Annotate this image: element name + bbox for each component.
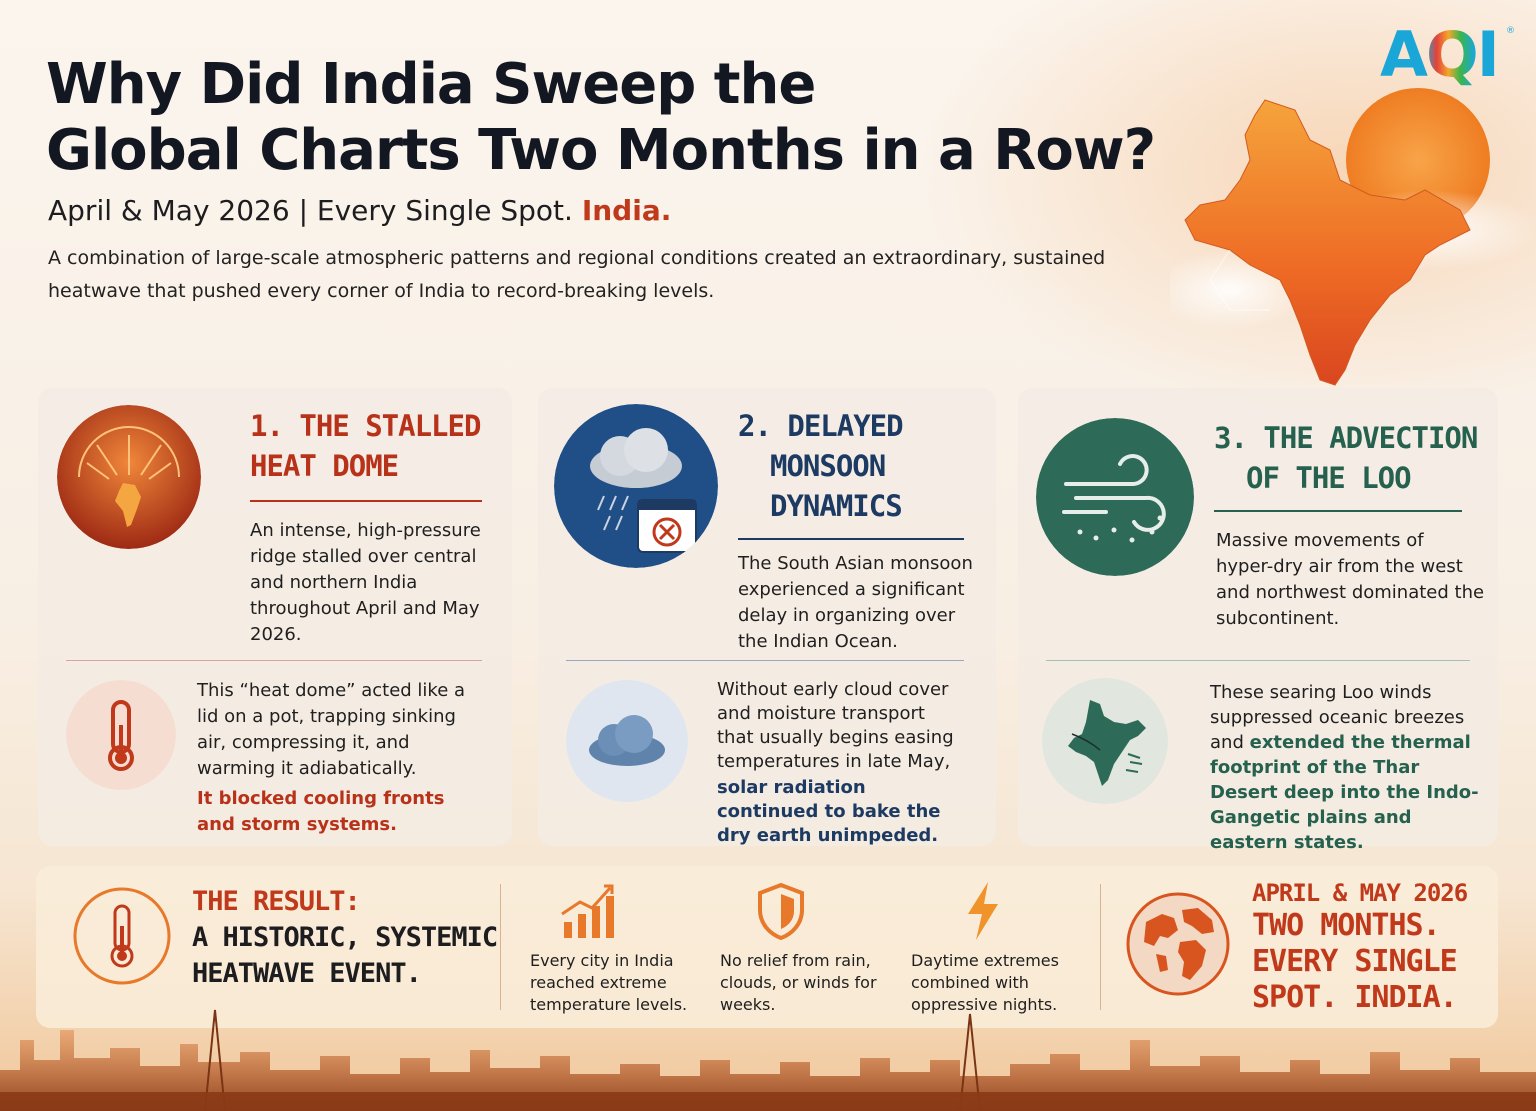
final-line1: APRIL & MAY 2026 xyxy=(1252,879,1468,907)
india-wind-map-icon xyxy=(1042,678,1168,804)
card3-summary: Massive movements of hyper-dry air from … xyxy=(1216,530,1485,629)
result-label: THE RESULT: xyxy=(192,886,361,917)
intro-paragraph: A combination of large-scale atmospheric… xyxy=(48,247,1106,302)
stat-1-text: Every city in India reached extreme temp… xyxy=(530,951,688,1014)
card3-highlight: extended the thermal footprint of the Th… xyxy=(1210,732,1479,853)
card1-title-line1: 1. THE STALLED xyxy=(250,409,481,443)
stat-3-text: Daytime extremes combined with oppressiv… xyxy=(911,951,1059,1014)
result-headline-line1: A HISTORIC, SYSTEMIC xyxy=(192,922,498,953)
card2-title: 2. DELAYED MONSOON DYNAMICS xyxy=(738,406,904,526)
title-line-2: Global Charts Two Months in a Row? xyxy=(46,118,1156,183)
card2-summary: The South Asian monsoon experienced a si… xyxy=(738,553,973,652)
globe-icon xyxy=(1126,892,1230,996)
page-title: Why Did India Sweep the Global Charts Tw… xyxy=(46,52,1186,184)
card1-title-rule xyxy=(250,500,482,502)
card2-title-line2: MONSOON xyxy=(770,449,886,483)
card3-title: 3. THE ADVECTION OF THE LOO xyxy=(1214,418,1478,498)
card3-title-line1: 3. THE ADVECTION xyxy=(1214,421,1478,455)
card1-title-line2: HEAT DOME xyxy=(250,449,399,483)
final-line2: TWO MONTHS. xyxy=(1252,908,1441,943)
card3-detail: These searing Loo winds suppressed ocean… xyxy=(1210,680,1480,855)
card1-title: 1. THE STALLED HEAT DOME xyxy=(250,406,481,486)
final-statement: APRIL & MAY 2026 TWO MONTHS. EVERY SINGL… xyxy=(1252,878,1468,1016)
subtitle-text: April & May 2026 | Every Single Spot. xyxy=(48,194,573,227)
result-panel xyxy=(36,866,1498,1028)
card2-title-line1: 2. DELAYED xyxy=(738,409,904,443)
rain-cloud-calendar-icon xyxy=(554,404,718,568)
card2-title-rule xyxy=(738,538,964,540)
card2-title-line3: DYNAMICS xyxy=(770,489,903,523)
lightning-icon xyxy=(968,882,998,940)
subtitle-accent: India. xyxy=(581,194,672,227)
result-thermometer-icon xyxy=(73,887,171,985)
thermometer-icon xyxy=(66,680,176,790)
card3-detail-pre: These searing Loo winds suppressed ocean… xyxy=(1210,682,1465,753)
final-line4: SPOT. INDIA. xyxy=(1252,980,1458,1015)
registered-mark: ® xyxy=(1506,26,1515,36)
rising-chart-icon xyxy=(561,884,614,938)
card3-title-line2: OF THE LOO xyxy=(1246,461,1412,495)
card3-title-rule xyxy=(1214,510,1462,512)
card1-detail: This “heat dome” acted like a lid on a p… xyxy=(197,680,466,779)
card2-divider xyxy=(566,660,964,661)
card2-highlight: solar radiation continued to bake the dr… xyxy=(717,777,941,846)
card1-summary: An intense, high-pressure ridge stalled … xyxy=(250,520,481,645)
card3-divider xyxy=(1046,660,1470,661)
result-heading: THE RESULT: A HISTORIC, SYSTEMIC HEATWAV… xyxy=(192,884,498,992)
heat-dome-icon xyxy=(57,405,201,549)
shield-icon xyxy=(758,882,804,940)
result-divider-2 xyxy=(1100,884,1101,1010)
result-divider-1 xyxy=(500,884,501,1010)
card1-highlight: It blocked cooling fronts and storm syst… xyxy=(197,788,445,835)
final-line3: EVERY SINGLE xyxy=(1252,944,1458,979)
aqi-logo: AQI xyxy=(1380,18,1500,91)
title-line-1: Why Did India Sweep the xyxy=(46,52,816,117)
card1-divider xyxy=(66,660,482,661)
cloud-icon xyxy=(566,680,688,802)
card2-detail: Without early cloud cover and moisture t… xyxy=(717,679,954,772)
wind-icon xyxy=(1036,418,1194,576)
subtitle: April & May 2026 | Every Single Spot. In… xyxy=(48,194,671,227)
india-map-illustration xyxy=(1170,88,1536,386)
city-skyline-illustration xyxy=(0,1009,1536,1111)
stat-2-text: No relief from rain, clouds, or winds fo… xyxy=(720,951,877,1014)
result-headline-line2: HEATWAVE EVENT. xyxy=(192,958,422,989)
